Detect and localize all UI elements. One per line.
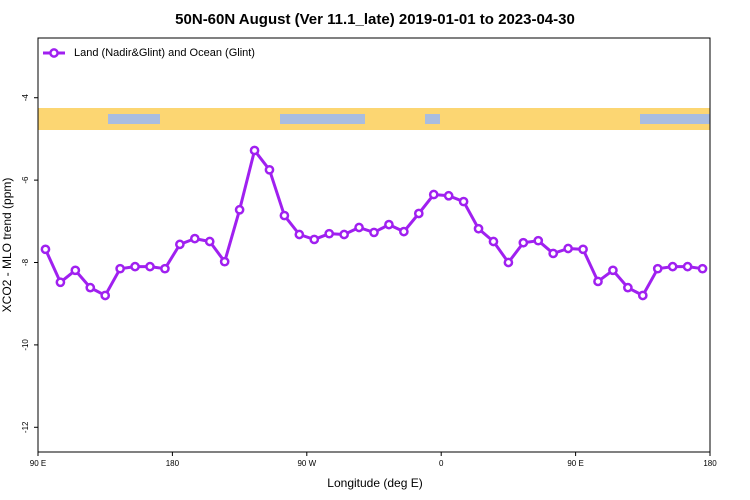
x-tick-label: 90 E bbox=[567, 459, 583, 468]
point bbox=[204, 236, 215, 247]
point bbox=[234, 204, 245, 215]
point bbox=[55, 277, 66, 288]
point bbox=[279, 210, 290, 221]
map-strip bbox=[38, 108, 710, 130]
y-tick-label: -10 bbox=[21, 339, 30, 351]
point bbox=[309, 234, 320, 245]
point bbox=[85, 282, 96, 293]
legend-label: Land (Nadir&Glint) and Ocean (Glint) bbox=[74, 47, 255, 59]
point bbox=[324, 228, 335, 239]
point bbox=[623, 282, 633, 293]
point bbox=[294, 229, 305, 240]
point bbox=[682, 261, 693, 272]
point bbox=[369, 227, 379, 238]
y-tick-label: -6 bbox=[21, 176, 30, 184]
y-tick-label: -12 bbox=[21, 421, 30, 433]
point bbox=[503, 257, 514, 268]
point bbox=[189, 233, 200, 244]
y-tick-label: -8 bbox=[21, 258, 30, 266]
x-tick-label: 90 E bbox=[30, 459, 46, 468]
point bbox=[354, 222, 364, 233]
point bbox=[578, 244, 588, 255]
point bbox=[667, 261, 678, 272]
point bbox=[70, 265, 81, 276]
point bbox=[130, 261, 140, 272]
point bbox=[264, 164, 275, 175]
x-tick-label: 90 W bbox=[297, 459, 316, 468]
point bbox=[608, 265, 618, 276]
point bbox=[399, 226, 409, 237]
point bbox=[160, 263, 170, 274]
x-tick-label: 180 bbox=[166, 459, 180, 468]
point bbox=[488, 236, 499, 247]
point bbox=[652, 263, 663, 274]
y-tick-label: -4 bbox=[21, 94, 30, 102]
point bbox=[413, 208, 424, 219]
point bbox=[145, 261, 155, 272]
point bbox=[339, 229, 349, 240]
x-tick-label: 180 bbox=[703, 459, 717, 468]
point bbox=[175, 239, 185, 250]
point bbox=[697, 263, 708, 274]
point bbox=[115, 263, 125, 274]
point bbox=[100, 290, 111, 301]
point bbox=[473, 223, 484, 234]
point bbox=[533, 235, 544, 246]
point bbox=[518, 237, 529, 248]
legend-marker bbox=[49, 48, 59, 58]
point bbox=[563, 243, 573, 254]
x-axis-label: Longitude (deg E) bbox=[327, 476, 422, 490]
chart-title: 50N-60N August (Ver 11.1_late) 2019-01-0… bbox=[175, 11, 575, 28]
point bbox=[249, 145, 260, 156]
point bbox=[40, 244, 51, 255]
x-tick-label: 0 bbox=[439, 459, 444, 468]
point bbox=[443, 190, 454, 201]
point bbox=[458, 196, 469, 207]
point bbox=[219, 256, 230, 267]
point bbox=[593, 276, 603, 287]
point bbox=[428, 189, 439, 200]
point bbox=[637, 290, 648, 301]
point bbox=[384, 219, 394, 230]
point bbox=[548, 248, 559, 259]
y-axis-label: XCO2 - MLO trend (ppm) bbox=[0, 178, 14, 313]
plot-frame bbox=[37, 37, 711, 453]
series-line bbox=[44, 148, 703, 297]
